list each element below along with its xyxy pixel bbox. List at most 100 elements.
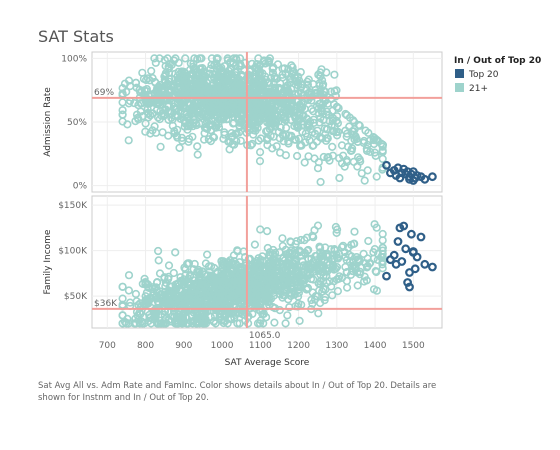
point-21-plus[interactable] <box>215 273 224 283</box>
point-21-plus[interactable] <box>276 148 285 157</box>
point-21-plus[interactable] <box>157 290 166 299</box>
point-21-plus[interactable] <box>220 278 229 287</box>
point-21-plus[interactable] <box>203 250 212 259</box>
point-21-plus[interactable] <box>180 263 189 272</box>
point-21-plus[interactable] <box>169 268 178 278</box>
point-21-plus[interactable] <box>176 91 185 100</box>
point-21-plus[interactable] <box>181 69 190 78</box>
point-21-plus[interactable] <box>210 61 219 70</box>
point-21-plus[interactable] <box>318 251 328 260</box>
point-21-plus[interactable] <box>356 157 365 166</box>
point-21-plus[interactable] <box>124 319 133 328</box>
point-21-plus[interactable] <box>252 59 261 69</box>
point-21-plus[interactable] <box>176 316 185 325</box>
point-21-plus[interactable] <box>135 319 144 328</box>
point-21-plus[interactable] <box>170 287 179 296</box>
point-21-plus[interactable] <box>235 114 244 123</box>
point-21-plus[interactable] <box>123 120 132 129</box>
point-21-plus[interactable] <box>342 268 352 277</box>
point-21-plus[interactable] <box>193 150 202 159</box>
point-21-plus[interactable] <box>160 274 169 283</box>
point-21-plus[interactable] <box>334 104 343 113</box>
point-21-plus[interactable] <box>372 286 382 295</box>
point-21-plus[interactable] <box>285 105 294 114</box>
point-21-plus[interactable] <box>181 118 190 127</box>
point-21-plus[interactable] <box>249 262 258 272</box>
point-21-plus[interactable] <box>268 112 277 122</box>
point-21-plus[interactable] <box>199 67 208 76</box>
point-top-20[interactable] <box>382 271 391 281</box>
point-21-plus[interactable] <box>244 255 253 264</box>
point-21-plus[interactable] <box>263 227 272 236</box>
point-21-plus[interactable] <box>216 292 225 301</box>
point-21-plus[interactable] <box>275 84 284 93</box>
point-21-plus[interactable] <box>359 249 368 258</box>
point-21-plus[interactable] <box>118 294 127 303</box>
point-21-plus[interactable] <box>333 287 343 296</box>
point-21-plus[interactable] <box>316 243 325 253</box>
point-21-plus[interactable] <box>322 134 332 143</box>
point-21-plus[interactable] <box>256 148 265 157</box>
point-21-plus[interactable] <box>158 128 167 137</box>
point-21-plus[interactable] <box>234 88 243 98</box>
point-21-plus[interactable] <box>278 70 287 79</box>
point-21-plus[interactable] <box>271 278 281 287</box>
point-21-plus[interactable] <box>152 99 161 108</box>
point-21-plus[interactable] <box>325 117 334 126</box>
point-21-plus[interactable] <box>154 246 163 256</box>
point-21-plus[interactable] <box>332 128 341 137</box>
point-21-plus[interactable] <box>259 309 269 318</box>
legend-label-top-20[interactable]: Top 20 <box>468 70 499 80</box>
point-21-plus[interactable] <box>171 54 180 63</box>
point-21-plus[interactable] <box>306 125 316 134</box>
point-21-plus[interactable] <box>250 240 259 249</box>
point-21-plus[interactable] <box>322 251 332 260</box>
point-21-plus[interactable] <box>153 288 163 297</box>
point-21-plus[interactable] <box>309 257 318 266</box>
point-21-plus[interactable] <box>272 142 281 151</box>
legend-label-21-plus[interactable]: 21+ <box>469 84 488 94</box>
point-21-plus[interactable] <box>288 63 297 72</box>
point-21-plus[interactable] <box>225 145 234 154</box>
point-21-plus[interactable] <box>372 267 381 277</box>
point-21-plus[interactable] <box>304 75 313 84</box>
point-21-plus[interactable] <box>316 261 325 270</box>
point-21-plus[interactable] <box>252 79 261 89</box>
point-21-plus[interactable] <box>363 166 372 175</box>
point-top-20[interactable] <box>420 259 430 269</box>
point-21-plus[interactable] <box>291 248 300 257</box>
point-21-plus[interactable] <box>324 153 333 162</box>
point-21-plus[interactable] <box>263 105 272 114</box>
point-21-plus[interactable] <box>343 142 353 151</box>
point-21-plus[interactable] <box>297 141 306 150</box>
point-21-plus[interactable] <box>270 256 279 265</box>
point-21-plus[interactable] <box>193 142 202 151</box>
point-21-plus[interactable] <box>124 136 133 145</box>
point-21-plus[interactable] <box>342 132 351 141</box>
point-21-plus[interactable] <box>378 243 387 252</box>
point-21-plus[interactable] <box>250 261 259 271</box>
point-21-plus[interactable] <box>278 241 287 251</box>
point-21-plus[interactable] <box>300 158 309 167</box>
point-21-plus[interactable] <box>301 249 310 259</box>
point-top-20[interactable] <box>386 168 395 178</box>
point-21-plus[interactable] <box>249 126 258 135</box>
point-21-plus[interactable] <box>283 311 292 320</box>
point-21-plus[interactable] <box>215 104 224 114</box>
point-21-plus[interactable] <box>273 74 282 83</box>
point-21-plus[interactable] <box>118 110 127 119</box>
point-21-plus[interactable] <box>306 274 316 284</box>
point-21-plus[interactable] <box>187 87 196 96</box>
point-21-plus[interactable] <box>284 139 293 148</box>
point-21-plus[interactable] <box>172 110 181 119</box>
point-21-plus[interactable] <box>313 164 323 173</box>
point-21-plus[interactable] <box>170 81 179 90</box>
point-top-20[interactable] <box>401 244 411 254</box>
point-21-plus[interactable] <box>160 95 169 104</box>
point-21-plus[interactable] <box>220 128 229 137</box>
point-21-plus[interactable] <box>216 94 225 104</box>
point-21-plus[interactable] <box>284 255 293 264</box>
point-21-plus[interactable] <box>228 274 237 284</box>
point-21-plus[interactable] <box>189 59 198 68</box>
point-21-plus[interactable] <box>150 306 159 315</box>
